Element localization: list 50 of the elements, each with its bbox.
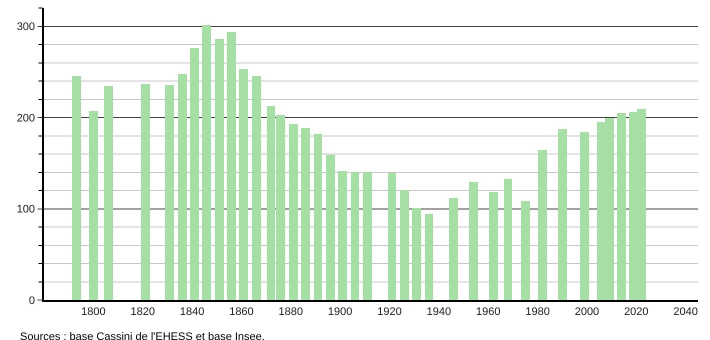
x-tick-label: 1960 (476, 306, 500, 318)
bar (104, 86, 113, 300)
bar (580, 132, 589, 300)
bar (165, 85, 174, 300)
bar (72, 76, 81, 300)
x-tick-label: 1940 (426, 306, 452, 318)
bar (239, 69, 248, 300)
x-tick-label: 1920 (377, 306, 402, 318)
bar (504, 179, 512, 300)
x-tick-label: 1800 (81, 306, 106, 318)
y-tick-label: 0 (28, 294, 36, 307)
x-tick-label: 1880 (278, 306, 304, 318)
y-tick-label: 300 (16, 21, 36, 34)
bar (388, 173, 396, 300)
bar (521, 201, 530, 300)
source-note: Sources : base Cassini de l'EHESS et base Insee. (20, 331, 265, 340)
bar (617, 113, 626, 300)
y-tick-label: 200 (16, 112, 36, 124)
bar (141, 84, 150, 300)
bar (252, 76, 261, 300)
bar (363, 172, 372, 300)
x-tick-label: 1840 (180, 306, 204, 318)
x-tick-label: 1900 (328, 306, 352, 318)
bar (412, 208, 421, 300)
bar (469, 182, 478, 300)
bar (558, 129, 567, 300)
bar (326, 155, 335, 300)
bar (190, 48, 199, 300)
bar (351, 172, 359, 300)
bar (314, 134, 322, 300)
bar (202, 25, 211, 300)
x-tick-label: 2020 (624, 306, 649, 318)
bar (89, 111, 98, 300)
y-tick-label: 100 (16, 204, 36, 216)
bar (301, 128, 310, 300)
bar (400, 190, 409, 300)
x-tick-label: 1860 (229, 306, 254, 318)
bar (289, 124, 298, 300)
bar (538, 150, 547, 300)
x-tick-label: 1820 (130, 306, 155, 318)
x-tick-label: 2000 (574, 306, 600, 318)
bar (215, 39, 224, 300)
bar (425, 214, 433, 300)
x-tick-label: 1980 (525, 306, 550, 318)
bar (178, 74, 187, 300)
bar (489, 192, 498, 300)
bar (338, 171, 347, 300)
bar (227, 32, 236, 300)
bar (449, 198, 458, 300)
x-tick-label: 2040 (673, 306, 698, 318)
